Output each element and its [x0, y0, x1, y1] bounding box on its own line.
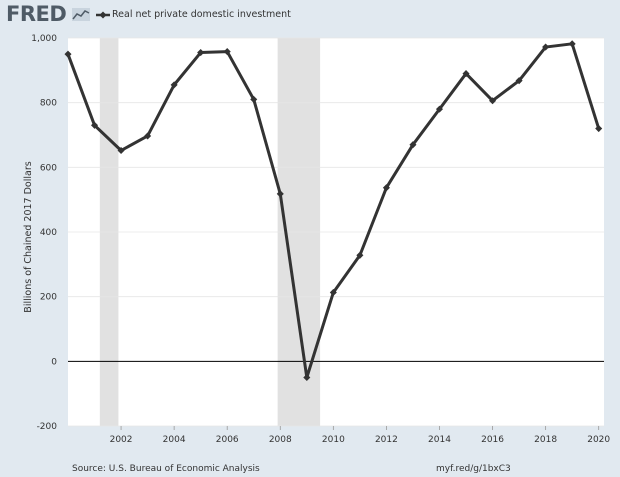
- data-point: [462, 70, 470, 78]
- data-point: [409, 141, 417, 149]
- data-point: [568, 40, 576, 48]
- data-point: [382, 184, 390, 192]
- data-point: [144, 132, 152, 140]
- data-point: [595, 124, 603, 133]
- x-tick-label: 2014: [428, 435, 451, 445]
- y-tick-label: 600: [40, 163, 57, 173]
- x-tick-label: 2020: [587, 435, 610, 445]
- x-tick-label: 2012: [375, 435, 398, 445]
- y-tick-label: 1,000: [31, 34, 57, 44]
- x-axis-ticks: 2002 2004 2006 2008 2010 2012 2014 2016 2018 2020: [110, 426, 610, 445]
- legend-swatch: [96, 11, 110, 19]
- y-tick-label: 400: [40, 228, 57, 238]
- x-tick-label: 2018: [534, 435, 557, 445]
- series-line: [64, 40, 603, 382]
- data-point: [250, 95, 258, 103]
- data-point: [197, 49, 205, 57]
- data-point: [90, 121, 99, 129]
- x-tick-label: 2006: [216, 435, 239, 445]
- y-tick-label: 0: [51, 357, 57, 367]
- x-tick-label: 2004: [163, 435, 186, 445]
- data-point: [276, 190, 284, 198]
- source-note: Source: U.S. Bureau of Economic Analysis: [72, 464, 260, 474]
- x-tick-label: 2002: [110, 435, 133, 445]
- data-point: [117, 146, 125, 155]
- data-point: [515, 77, 523, 85]
- x-tick-label: 2010: [322, 435, 345, 445]
- short-link[interactable]: myf.red/g/1bxC3: [436, 464, 511, 474]
- chart-header: FRED Real net private domestic investmen…: [0, 0, 620, 34]
- y-tick-label: 800: [40, 99, 57, 109]
- data-point: [303, 373, 311, 382]
- y-axis-ticks: -200 0 200 400 600 800 1,000: [31, 34, 57, 432]
- line-chart-icon: [72, 8, 90, 21]
- x-tick-label: 2016: [481, 435, 504, 445]
- legend-label: Real net private domestic investment: [112, 9, 291, 20]
- gridlines: [68, 37, 604, 427]
- data-point: [329, 288, 337, 296]
- data-point: [542, 43, 550, 51]
- x-tick-label: 2008: [269, 435, 292, 445]
- fred-logo[interactable]: FRED: [6, 2, 67, 26]
- data-point: [170, 81, 178, 89]
- y-axis-label: Billions of Chained 2017 Dollars: [23, 161, 34, 312]
- data-point: [356, 251, 364, 259]
- data-point: [435, 105, 444, 113]
- y-tick-label: 200: [40, 293, 57, 303]
- y-tick-label: -200: [37, 422, 58, 432]
- data-point: [489, 97, 497, 105]
